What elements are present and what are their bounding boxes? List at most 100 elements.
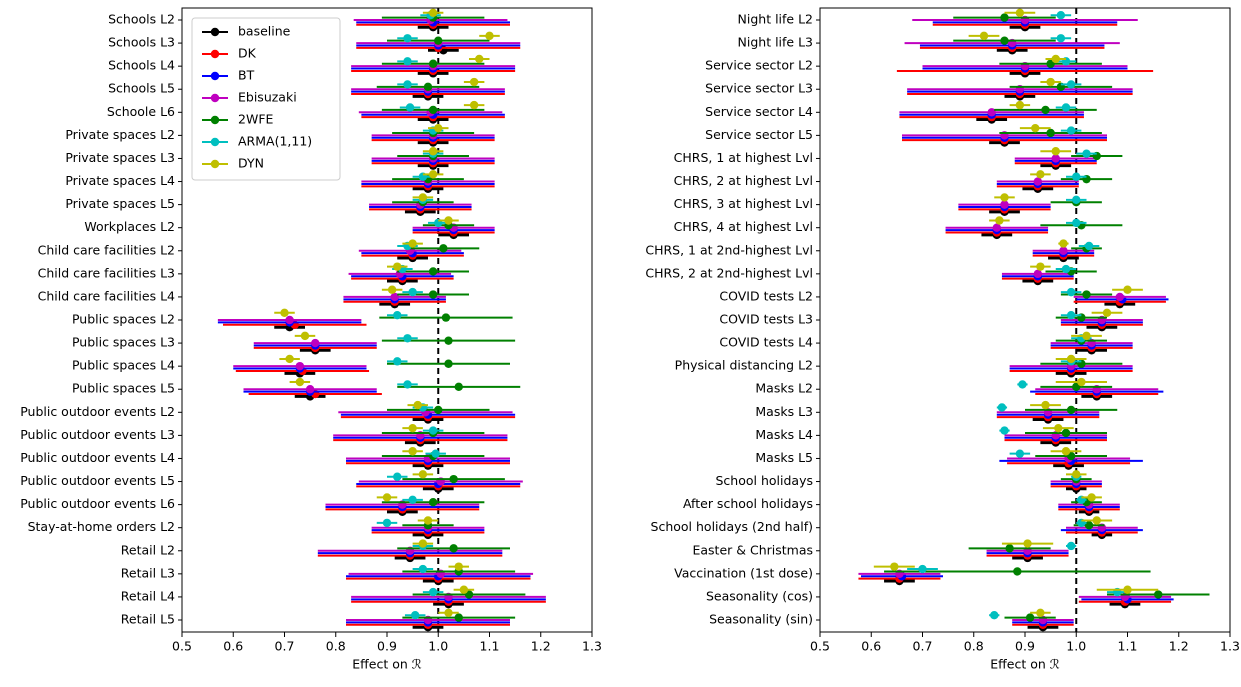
x-tick-label: 0.5: [810, 639, 830, 654]
point: [1054, 423, 1063, 433]
point: [1154, 590, 1163, 599]
point: [403, 334, 412, 343]
point: [990, 611, 999, 620]
point: [305, 385, 315, 394]
point: [1036, 170, 1045, 179]
x-tick-label: 1.3: [1220, 639, 1240, 654]
point: [979, 31, 989, 41]
point: [428, 267, 438, 276]
y-tick-label: Schools L5: [108, 81, 175, 96]
y-tick-label: CHRS, 1 at highest Lvl: [674, 150, 813, 165]
point: [1041, 105, 1050, 115]
point: [431, 449, 440, 458]
panel: Night life L2 Night life L3 Service sector…: [645, 7, 1240, 672]
point: [434, 405, 443, 415]
point: [1087, 493, 1096, 502]
legend-label: ARMA(1,11): [238, 134, 312, 149]
point: [418, 564, 428, 574]
x-tick-label: 0.8: [964, 639, 984, 654]
y-tick-label: Private spaces L4: [65, 173, 175, 188]
point: [403, 380, 412, 389]
legend-label: baseline: [238, 24, 291, 39]
y-tick-label: After school holidays: [683, 496, 813, 511]
y-tick-label: Child care facilities L3: [38, 265, 175, 280]
y-tick-label: Masks L2: [755, 381, 813, 396]
point: [382, 518, 392, 528]
x-tick-label: 0.7: [913, 639, 933, 654]
point: [1082, 331, 1091, 341]
point: [1084, 521, 1094, 530]
point: [295, 361, 305, 371]
point: [387, 285, 397, 294]
y-tick-label: Public outdoor events L6: [20, 496, 175, 511]
point: [1066, 126, 1076, 135]
point: [1033, 269, 1043, 279]
point: [890, 562, 899, 571]
point: [449, 474, 458, 484]
point: [1000, 426, 1009, 435]
y-tick-label: CHRS, 2 at highest Lvl: [674, 173, 813, 188]
y-tick-label: Service sector L3: [705, 81, 813, 96]
point: [469, 100, 479, 110]
point: [997, 403, 1007, 412]
point: [410, 611, 420, 620]
point: [1059, 239, 1068, 248]
y-tick-label: Public outdoor events L4: [20, 450, 175, 465]
point: [1036, 262, 1045, 271]
y-tick-label: Masks L4: [755, 427, 813, 442]
point: [408, 495, 417, 505]
point: [434, 123, 443, 133]
point: [1051, 147, 1060, 156]
point: [1061, 447, 1071, 456]
y-tick-label: School holidays: [716, 473, 814, 488]
point: [1061, 428, 1071, 438]
axes-frame: [819, 7, 1231, 633]
point: [428, 170, 438, 179]
y-tick-label: COVID tests L2: [719, 288, 813, 303]
point: [1015, 8, 1025, 17]
point: [428, 105, 438, 115]
y-tick-label: Retail L3: [121, 565, 175, 580]
panel: Schools L2 Schools L3 Schools L4 Schools L5…: [20, 7, 602, 672]
point: [1102, 308, 1112, 317]
point: [408, 287, 417, 297]
point: [444, 359, 453, 368]
point: [1056, 11, 1066, 20]
legend-marker: [210, 115, 220, 125]
point: [1033, 177, 1043, 186]
point: [1072, 195, 1081, 205]
point: [405, 103, 415, 112]
point: [1031, 123, 1040, 133]
point: [449, 544, 458, 553]
point: [1023, 539, 1032, 548]
x-tick-label: 1.3: [582, 639, 602, 654]
point: [992, 223, 1002, 232]
point: [475, 54, 484, 64]
point: [1000, 13, 1009, 22]
point: [408, 423, 417, 433]
axes-frame: [181, 7, 593, 633]
point: [285, 315, 294, 325]
point: [1066, 541, 1076, 551]
y-tick-label: Service sector L5: [705, 127, 813, 142]
point: [403, 57, 412, 66]
y-tick-label: Seasonality (sin): [709, 612, 813, 627]
point: [1082, 149, 1091, 158]
legend-marker: [210, 49, 220, 59]
point: [393, 311, 402, 320]
point: [1061, 264, 1071, 274]
point: [393, 262, 402, 271]
point: [1000, 200, 1009, 209]
x-tick-label: 0.8: [326, 639, 346, 654]
point: [1046, 77, 1055, 87]
point: [444, 608, 453, 617]
point: [280, 308, 289, 317]
point: [390, 292, 399, 302]
y-tick-label: Night life L3: [738, 35, 813, 50]
point: [428, 147, 438, 156]
point: [428, 59, 438, 68]
point: [423, 516, 433, 525]
point: [454, 562, 463, 571]
y-tick-label: Service sector L2: [705, 58, 813, 73]
y-tick-label: Private spaces L5: [65, 196, 175, 211]
